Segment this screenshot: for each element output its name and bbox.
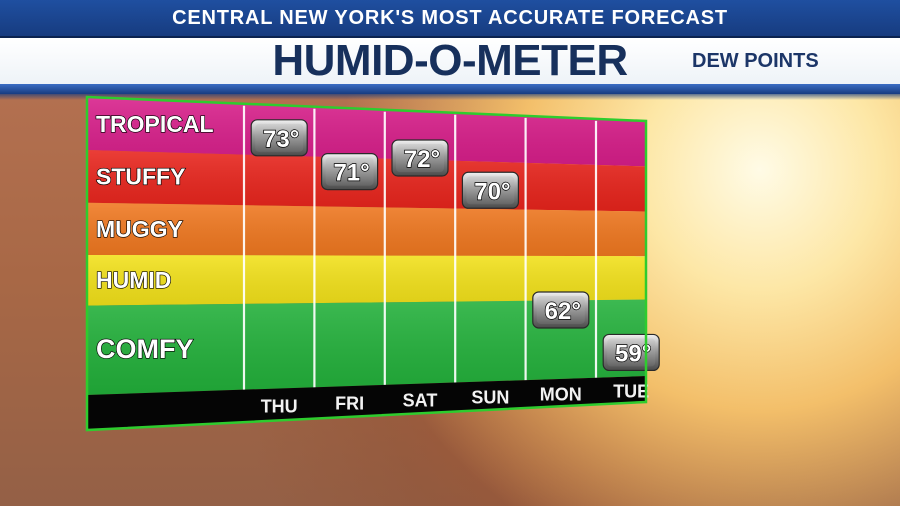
- value-marker: 71°: [321, 153, 379, 191]
- x-tick-label: SUN: [471, 388, 509, 408]
- marker-face: [396, 144, 444, 173]
- zone-label: MUGGY: [96, 216, 183, 242]
- zone-shade: [87, 254, 646, 306]
- value-marker: 70°: [461, 171, 519, 209]
- header-bar: CENTRAL NEW YORK'S MOST ACCURATE FORECAS…: [0, 0, 900, 38]
- marker-face: [255, 123, 304, 152]
- zone-label: HUMID: [96, 267, 171, 293]
- marker-face: [466, 176, 515, 205]
- data-label: 72°: [404, 146, 440, 173]
- value-marker: 59°: [602, 333, 660, 372]
- value-marker: 72°: [391, 139, 449, 177]
- data-label: 62°: [545, 298, 581, 325]
- data-label: 71°: [333, 160, 369, 187]
- zone-label: STUFFY: [96, 164, 185, 190]
- chart-subtitle: DEW POINTS: [692, 50, 819, 72]
- zone-shade: [87, 97, 646, 167]
- value-marker: 73°: [250, 119, 308, 157]
- x-axis-band: [87, 376, 646, 430]
- chart-title: HUMID-O-METER: [272, 36, 628, 85]
- x-tick-label: FRI: [335, 393, 364, 413]
- zone-label: TROPICAL: [96, 111, 214, 137]
- data-label: 70°: [474, 178, 510, 205]
- data-label: 73°: [263, 126, 299, 153]
- chart-border: [85, 95, 648, 432]
- x-tick-label: TUE: [613, 382, 649, 402]
- x-tick-label: SAT: [403, 391, 438, 411]
- title-band: HUMID-O-METER DEW POINTS: [0, 38, 900, 84]
- marker-face: [607, 338, 656, 367]
- station-tagline: CENTRAL NEW YORK'S MOST ACCURATE FORECAS…: [172, 6, 728, 29]
- zone-label: COMFY: [96, 334, 194, 364]
- x-tick-label: MON: [540, 385, 582, 405]
- zone-shade: [87, 299, 646, 395]
- zone-shade: [87, 202, 646, 257]
- title-accent-line: [0, 84, 900, 94]
- marker-face: [536, 295, 585, 324]
- title-shadow: [0, 94, 900, 100]
- value-marker: 62°: [532, 291, 590, 329]
- x-tick-label: THU: [261, 396, 298, 416]
- marker-face: [325, 157, 374, 186]
